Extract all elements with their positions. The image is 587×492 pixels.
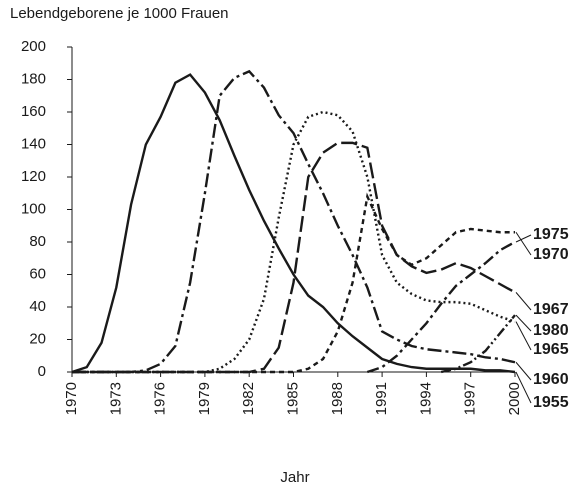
y-tick-label: 140 [21, 135, 46, 152]
x-tick-label: 1982 [240, 382, 257, 415]
x-tick-label: 1979 [196, 382, 213, 415]
leader-line [515, 371, 532, 404]
leader-line [515, 321, 532, 351]
series-line [72, 141, 516, 374]
y-tick-label: 100 [21, 200, 46, 217]
series-label: 1980 [533, 322, 569, 339]
y-tick-label: 20 [29, 330, 46, 347]
series-label: 1975 [533, 226, 569, 243]
x-tick-label: 1970 [63, 382, 80, 415]
x-tick-label: 1994 [417, 382, 434, 415]
x-axis-label: Jahr [280, 469, 309, 486]
leader-line [515, 231, 532, 256]
x-tick-label: 2000 [506, 382, 523, 415]
leader-line [515, 314, 532, 332]
x-tick-label: 1985 [284, 382, 301, 415]
y-tick-label: 180 [21, 70, 46, 87]
x-tick-label: 1997 [462, 382, 479, 415]
chart-title: Lebendgeborene je 1000 Frauen [10, 5, 229, 22]
series-label: 1955 [533, 394, 569, 411]
leader-line [515, 234, 532, 243]
y-tick-label: 0 [38, 363, 46, 380]
y-tick-label: 60 [29, 265, 46, 282]
x-tick-label: 1973 [107, 382, 124, 415]
series-label: 1960 [533, 371, 569, 388]
series-label: 1970 [533, 246, 569, 263]
x-tick-label: 1991 [373, 382, 390, 415]
series-line [440, 314, 516, 374]
leader-line [515, 292, 532, 311]
series-line [72, 69, 516, 374]
x-tick-label: 1976 [152, 382, 169, 415]
series-line [72, 110, 516, 374]
y-tick-label: 120 [21, 168, 46, 185]
series-line [366, 240, 516, 374]
y-tick-label: 40 [29, 298, 46, 315]
series-line [71, 73, 516, 374]
leader-line [515, 361, 532, 381]
series-label: 1965 [533, 341, 569, 358]
y-tick-label: 160 [21, 103, 46, 120]
y-tick-label: 80 [29, 233, 46, 250]
series-label: 1967 [533, 301, 569, 318]
x-tick-label: 1988 [329, 382, 346, 415]
y-tick-label: 200 [21, 38, 46, 55]
